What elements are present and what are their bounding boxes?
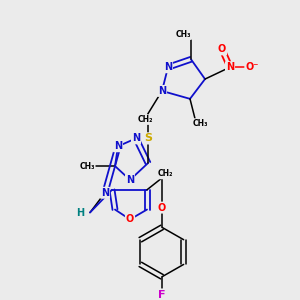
Text: N: N [164, 62, 172, 72]
Text: O⁻: O⁻ [245, 62, 259, 72]
Text: N: N [158, 86, 166, 96]
Text: CH₃: CH₃ [79, 162, 95, 171]
Text: CH₃: CH₃ [192, 119, 208, 128]
Text: CH₂: CH₂ [137, 115, 153, 124]
Text: N: N [101, 188, 109, 198]
Text: N: N [226, 62, 234, 72]
Text: N: N [132, 134, 140, 143]
Text: S: S [144, 134, 152, 143]
Text: O: O [218, 44, 226, 54]
Text: H: H [76, 208, 84, 218]
Text: CH₂: CH₂ [157, 169, 173, 178]
Text: N: N [126, 175, 134, 185]
Text: F: F [158, 290, 166, 300]
Text: O: O [158, 202, 166, 213]
Text: N: N [114, 141, 122, 151]
Text: CH₃: CH₃ [175, 30, 191, 39]
Text: O: O [126, 214, 134, 224]
